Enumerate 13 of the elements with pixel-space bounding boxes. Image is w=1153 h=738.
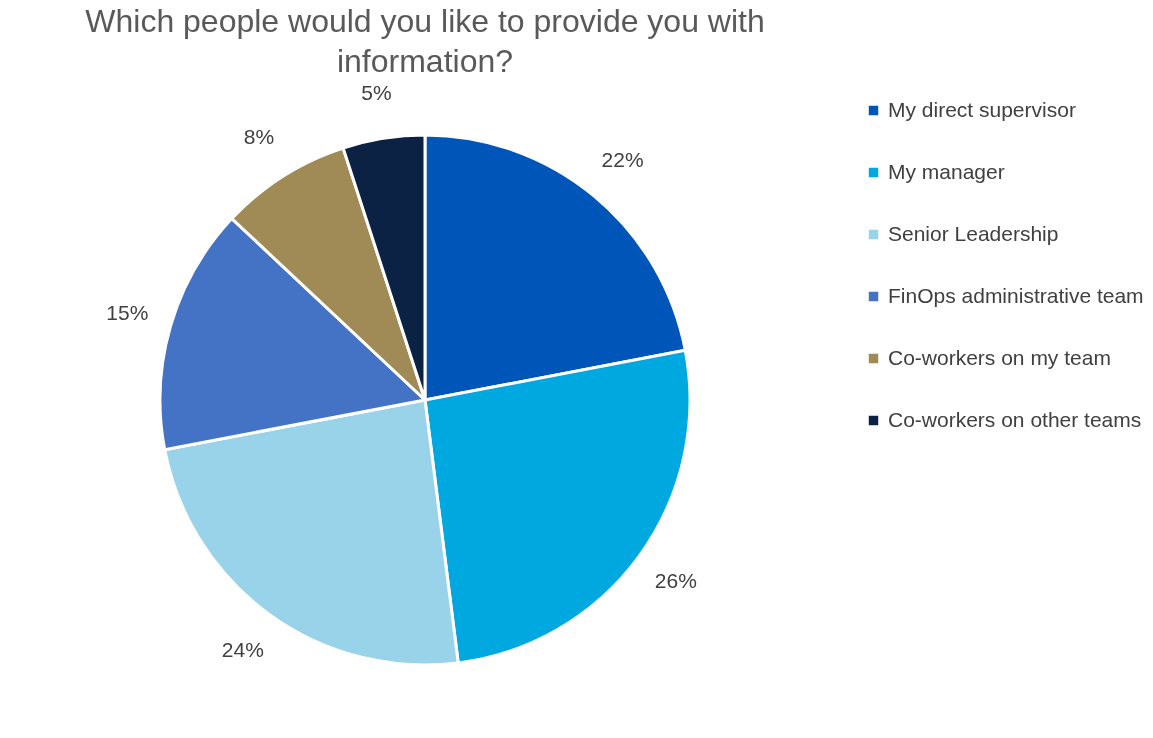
data-label: 22% [601,148,644,172]
legend-label: FinOps administrative team [888,283,1144,307]
data-label: 24% [221,637,264,661]
data-label: 8% [243,125,275,149]
legend-label: Co-workers on my team [888,345,1111,369]
data-label: 5% [361,80,392,104]
legend-label: My manager [888,159,1005,183]
legend-label: My direct supervisor [888,97,1076,121]
data-label: 26% [654,569,697,593]
legend-label: Co-workers on other teams [888,407,1142,431]
data-label: 15% [106,300,149,324]
chart-title: Which people would you like to provide you with information? [85,2,765,79]
legend-label: Senior Leadership [888,221,1059,245]
